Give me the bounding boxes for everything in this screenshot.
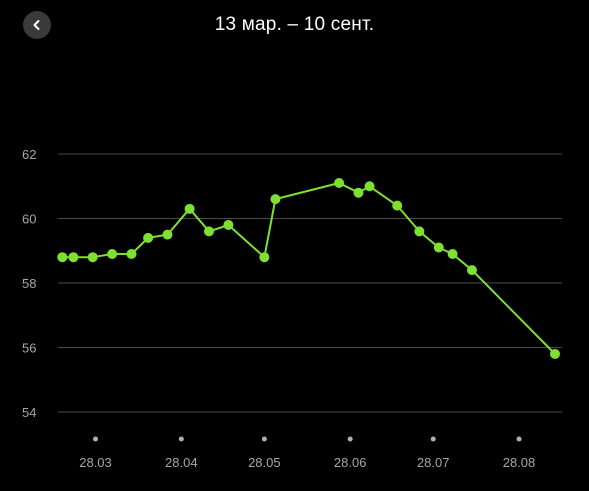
x-tick-label: 28.08 [503, 455, 536, 470]
y-tick-label: 60 [22, 212, 36, 227]
x-axis: 28.03 28.04 28.05 28.06 28.07 28.08 [79, 436, 536, 470]
data-point[interactable] [57, 252, 68, 263]
data-point[interactable] [353, 187, 364, 198]
data-point[interactable] [107, 248, 118, 259]
chevron-left-icon [33, 20, 40, 30]
data-point[interactable] [68, 252, 79, 263]
y-tick-label: 54 [22, 405, 36, 420]
data-point[interactable] [143, 232, 154, 243]
series-line [61, 182, 556, 355]
grid-layer: 62 60 58 56 54 [22, 147, 562, 420]
x-tick-label: 28.04 [165, 455, 198, 470]
y-tick-label: 58 [22, 276, 36, 291]
data-point[interactable] [204, 226, 215, 237]
data-point[interactable] [392, 200, 403, 211]
x-tick-label: 28.07 [417, 455, 450, 470]
data-point[interactable] [466, 265, 477, 276]
data-point[interactable] [447, 248, 458, 259]
y-tick-label: 62 [22, 147, 36, 162]
data-point[interactable] [334, 178, 345, 189]
back-button[interactable] [23, 11, 51, 39]
x-tick-dot [516, 436, 522, 442]
data-point[interactable] [414, 226, 425, 237]
data-point[interactable] [162, 229, 173, 240]
x-tick-dot [261, 436, 267, 442]
data-point[interactable] [433, 242, 444, 253]
x-tick-dot [430, 436, 436, 442]
x-tick-label: 28.03 [79, 455, 112, 470]
x-tick-label: 28.05 [248, 455, 281, 470]
data-point[interactable] [270, 194, 281, 205]
data-point[interactable] [184, 203, 195, 214]
data-point[interactable] [87, 252, 98, 263]
x-tick-dot [178, 436, 184, 442]
data-point[interactable] [550, 348, 560, 359]
data-point[interactable] [364, 181, 375, 192]
data-point[interactable] [126, 248, 137, 259]
x-tick-dot [93, 436, 99, 442]
x-tick-dot [347, 436, 353, 442]
x-tick-label: 28.06 [334, 455, 367, 470]
series-layer [57, 178, 560, 359]
y-tick-label: 56 [22, 341, 36, 356]
data-point[interactable] [259, 252, 270, 263]
data-point[interactable] [223, 219, 234, 230]
